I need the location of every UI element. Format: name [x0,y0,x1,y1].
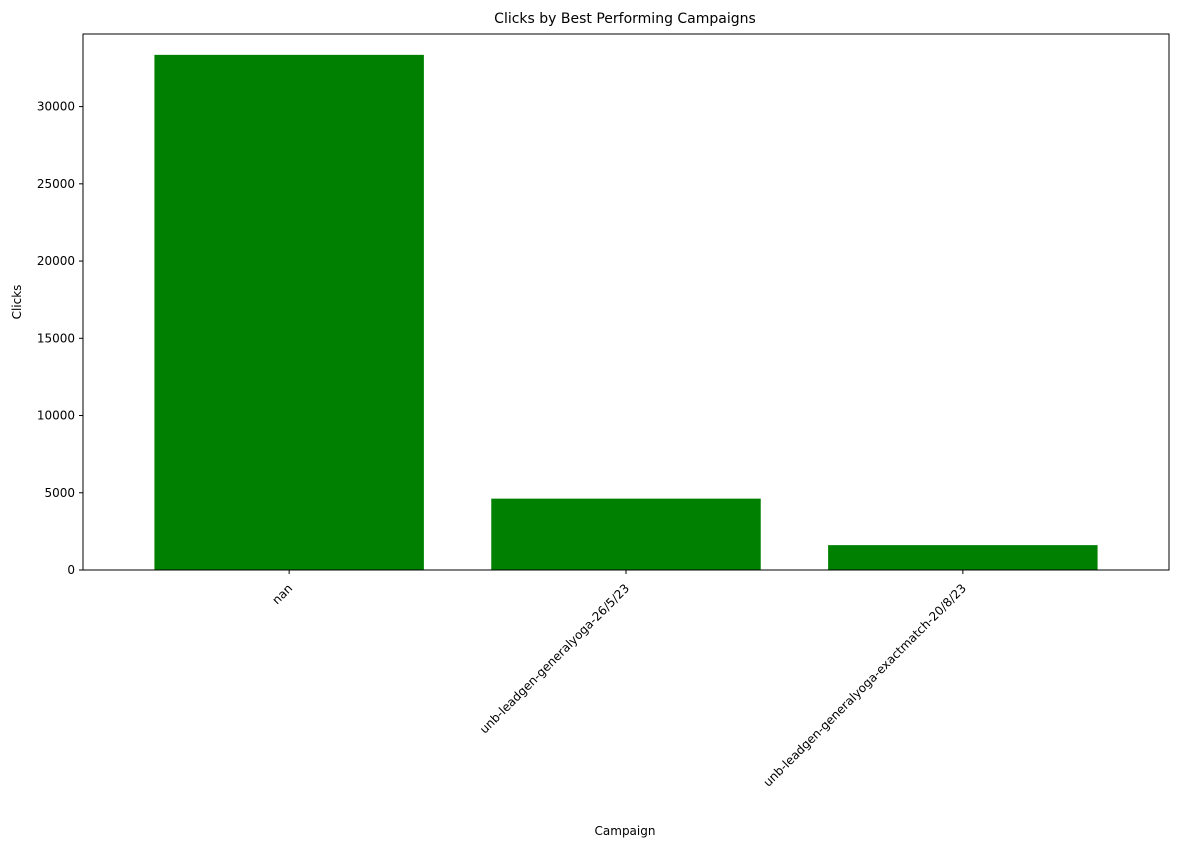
y-tick-label: 0 [67,563,75,577]
plot-frame [82,33,1170,571]
bar [154,54,424,570]
y-axis: 0 5000 10000 15000 20000 25000 30000 [37,100,83,577]
bar [828,545,1098,570]
y-tick-label: 10000 [37,409,75,423]
y-tick-label: 5000 [44,486,75,500]
y-tick-label: 20000 [37,254,75,268]
y-tick-label: 30000 [37,100,75,114]
bars-group [154,54,1098,570]
y-tick-label: 15000 [37,331,75,345]
x-axis-label: Campaign [595,824,656,838]
y-axis-label: Clicks [10,285,24,320]
chart-title: Clicks by Best Performing Campaigns [494,11,756,27]
y-tick-label: 25000 [37,177,75,191]
bar [491,498,761,570]
